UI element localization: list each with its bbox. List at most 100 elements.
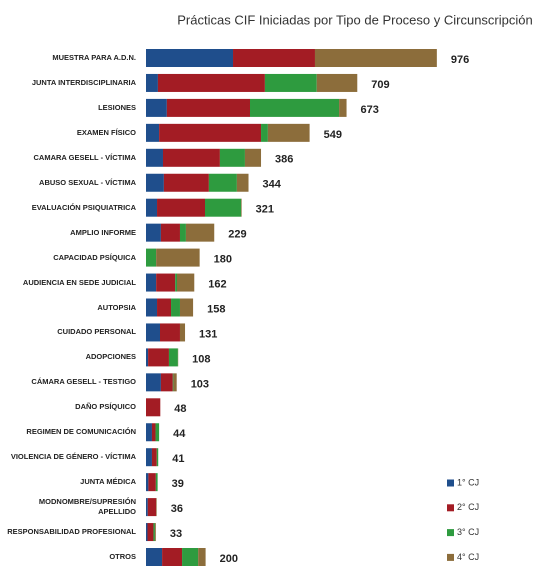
total-label: 709 [371,79,389,91]
total-label: 48 [174,403,186,415]
bar-segment [146,248,157,267]
bar-segment [146,323,161,342]
bar-segment [314,49,437,67]
total-label: 386 [275,154,293,166]
bar-segment [173,373,177,392]
category-label: DAÑO PSÍQUICO [75,402,136,412]
bar-segment [261,123,268,142]
chart-title: Prácticas CIF Iniciadas por Tipo de Proc… [177,12,532,27]
legend-swatch [447,504,454,512]
bar-segment [208,173,237,192]
bar-segment [250,98,340,117]
bar-segment [146,298,158,317]
bar-segment [157,198,206,217]
bar-segment [156,448,159,467]
total-label: 976 [451,54,469,66]
bar-segment [146,348,149,367]
bar-segment [179,323,186,342]
bar-segment [179,298,194,317]
bar-segment [198,548,206,566]
bar-segment [205,198,242,217]
bar-segment [185,223,215,242]
bar-segment [146,498,148,517]
legend-label: 1° CJ [457,477,479,487]
category-label: EVALUACIÓN PSIQUIATRICA [31,202,136,212]
legend-swatch [447,529,454,537]
total-label: 103 [191,378,209,390]
bar-segment [264,73,317,92]
bar-segment [157,73,265,92]
bar-segment [157,298,172,317]
category-label: CUIDADO PERSONAL [57,327,136,337]
bar-segment [146,49,234,67]
total-label: 33 [170,528,182,540]
bar-segment [146,98,167,117]
legend-swatch [447,479,454,487]
bar-segment [339,98,347,117]
category-label: MODNOMBRE/SUPRESIÓN APELLIDO [38,497,136,517]
bar-segment [156,498,157,517]
category-label: CAMARA GESELL - VÍCTIMA [33,152,137,162]
bar-segment [162,548,183,566]
bar-segment [219,148,245,167]
bar-segment [146,423,152,442]
bar-segment [175,273,177,292]
bar-segment [146,473,149,492]
bar-segment [162,148,220,167]
category-label: CÁMARA GESELL - TESTIGO [31,377,136,387]
total-label: 549 [324,129,342,141]
bar-segment [316,73,358,92]
bar-segment [179,223,186,242]
bar-segment [172,373,174,392]
category-label: AMPLIO INFORME [70,227,136,237]
total-label: 673 [361,104,379,116]
bar-segment [146,198,158,217]
legend-label: 2° CJ [457,502,479,512]
bar-segment [146,73,158,92]
category-label: REGIMEN DE COMUNICACIÓN [26,427,136,437]
bar-segment [148,348,169,367]
bar-segment [146,523,148,542]
total-label: 158 [207,303,225,315]
bar-segment [267,123,310,142]
category-label: VIOLENCIA DE GÉNERO - VÍCTIMA [10,452,136,462]
bar-segment [166,98,251,117]
bar-segment [236,173,249,192]
bar-segment [182,548,199,566]
category-label: CAPACIDAD PSÍQUICA [53,252,136,262]
total-label: 344 [263,179,282,191]
bar-segment [146,398,161,417]
total-label: 39 [172,478,184,490]
category-label: AUDIENCIA EN SEDE JUDICIAL [22,277,136,287]
total-label: 229 [228,229,246,241]
bar-segment [244,148,262,167]
bar-segment [151,448,157,467]
bar-segment [146,273,157,292]
category-label: EXAMEN FÍSICO [76,127,136,137]
bar-segment [148,473,156,492]
total-label: 321 [256,204,274,216]
bar-segment [156,248,200,267]
category-label: AUTOPSIA [97,302,136,312]
legend-swatch [447,553,454,561]
bar-segment [146,448,152,467]
bar-segment [156,273,176,292]
bar-segment [160,223,180,242]
bar-segment [146,373,161,392]
bar-segment [146,148,163,167]
bar-segment [151,423,156,442]
bar-segment [171,298,180,317]
category-label: ABUSO SEXUAL - VÍCTIMA [39,177,136,187]
total-label: 41 [172,453,184,465]
legend-label: 3° CJ [457,527,479,537]
category-label: OTROS [109,552,136,561]
bar-segment [155,423,160,442]
bar-segment [147,523,154,542]
bar-segment [159,123,262,142]
category-label: RESPONSABILIDAD PROFESIONAL [7,527,136,537]
total-label: 36 [171,503,183,515]
category-label: LESIONES [98,102,136,112]
category-label: ADOPCIONES [85,352,136,362]
bar-segment [147,498,157,517]
